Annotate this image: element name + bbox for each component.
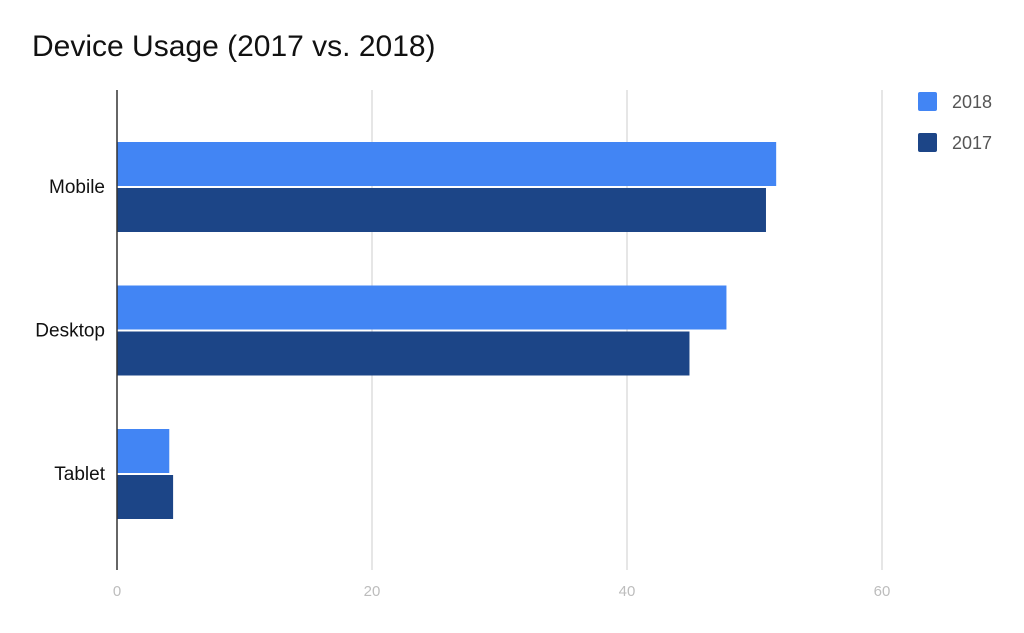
bar-mobile-2018 — [117, 142, 777, 186]
bar-tablet-2017 — [117, 475, 174, 519]
x-tick-label: 40 — [619, 583, 636, 600]
y-category-label: Desktop — [35, 321, 105, 342]
x-tick-label: 0 — [113, 583, 121, 600]
y-category-label: Mobile — [49, 177, 105, 198]
legend-swatch — [918, 92, 937, 111]
bar-desktop-2018 — [117, 285, 727, 330]
x-tick-label: 60 — [874, 583, 891, 600]
bar-tablet-2018 — [117, 429, 170, 473]
axes: 0 20 40 60 Mobile Desktop Tablet — [35, 90, 890, 600]
bar-mobile-2017 — [117, 188, 766, 232]
legend-label: 2018 — [952, 92, 992, 112]
legend-label: 2017 — [952, 133, 992, 153]
y-category-label: Tablet — [54, 464, 105, 485]
chart-title: Device Usage (2017 vs. 2018) — [32, 30, 436, 63]
legend-swatch — [918, 133, 937, 152]
bars — [117, 142, 777, 519]
legend: 2018 2017 — [918, 92, 992, 153]
bar-desktop-2017 — [117, 331, 690, 376]
x-tick-label: 20 — [364, 583, 381, 600]
